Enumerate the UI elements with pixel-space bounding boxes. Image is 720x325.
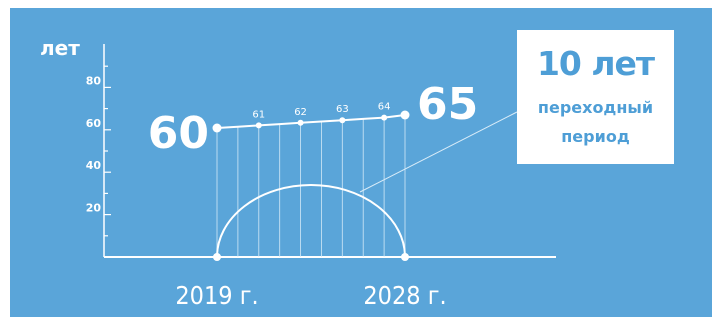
chart-labels: 60 61 62 63 64 65 2019 г. 2028 г. — [148, 79, 478, 310]
transition-callout: 10 лет переходный период — [517, 30, 674, 164]
end-age-label: 65 — [417, 79, 478, 130]
callout-connector — [359, 111, 518, 193]
age-point — [339, 117, 346, 124]
age-point — [297, 119, 304, 126]
y-tick-label: 20 — [86, 202, 102, 215]
start-age-label: 60 — [148, 108, 209, 159]
age-point-label: 62 — [294, 107, 307, 118]
age-point-label: 64 — [378, 102, 391, 113]
y-tick-label: 60 — [86, 117, 102, 130]
age-point — [381, 114, 388, 121]
y-axis-label: лет — [40, 36, 80, 60]
start-year-label: 2019 г. — [175, 281, 258, 310]
y-tick-label: 40 — [86, 159, 102, 172]
start-year-dot — [213, 253, 221, 261]
callout-title: 10 лет — [536, 44, 655, 83]
end-year-dot — [401, 253, 409, 261]
chart-axes: 20 40 60 80 лет — [40, 36, 556, 258]
y-tick-label: 80 — [86, 74, 102, 87]
age-point — [255, 122, 262, 129]
age-point — [212, 123, 222, 133]
end-year-label: 2028 г. — [363, 281, 446, 310]
callout-line-2: период — [561, 127, 630, 146]
age-point — [400, 110, 410, 120]
age-point-label: 61 — [252, 109, 265, 120]
age-line — [216, 114, 406, 129]
callout-line-1: переходный — [537, 98, 654, 117]
transition-arc-path — [216, 184, 406, 258]
transition-arc — [213, 111, 518, 261]
age-series — [212, 110, 410, 133]
age-point-label: 63 — [336, 104, 349, 115]
